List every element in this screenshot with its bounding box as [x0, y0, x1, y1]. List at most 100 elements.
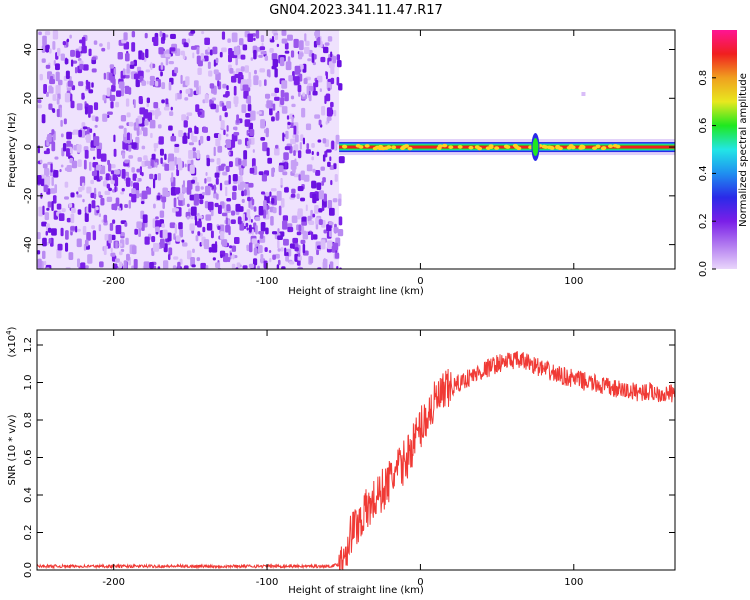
noise-cell	[274, 96, 280, 101]
noise-cell	[255, 216, 261, 222]
noise-cell	[284, 161, 287, 169]
noise-cell	[206, 176, 212, 182]
noise-cell	[153, 265, 157, 269]
noise-cell	[144, 160, 151, 167]
noise-cell	[120, 87, 125, 97]
noise-cell	[216, 157, 221, 165]
snr-scale-base: (x10	[7, 335, 18, 358]
noise-cell	[327, 87, 331, 92]
colorbar-tick-label: 0.6	[698, 118, 709, 134]
noise-cell	[221, 47, 227, 53]
noise-cell	[312, 168, 316, 173]
noise-cell	[291, 188, 296, 194]
noise-cell	[131, 245, 137, 255]
noise-cell	[278, 165, 284, 173]
noise-cell	[98, 224, 102, 232]
noise-cell	[42, 250, 46, 259]
noise-cell	[323, 229, 328, 234]
noise-cell	[83, 64, 89, 71]
noise-cell	[55, 85, 61, 95]
noise-cell	[247, 95, 252, 105]
noise-cell	[174, 223, 178, 234]
noise-cell	[292, 237, 299, 244]
noise-cell	[77, 209, 82, 215]
noise-cell	[139, 75, 144, 83]
noise-cell	[227, 38, 232, 43]
noise-cell	[146, 97, 150, 104]
noise-cell	[205, 265, 209, 269]
noise-cell	[48, 103, 53, 110]
noise-cell	[230, 252, 233, 256]
noise-cell	[290, 193, 296, 198]
noise-cell	[248, 199, 251, 208]
signal-blob	[474, 145, 480, 149]
signal-blob	[514, 145, 520, 149]
noise-cell	[110, 170, 115, 175]
noise-cell	[109, 175, 112, 181]
signal-blob	[568, 144, 574, 149]
noise-cell	[87, 254, 93, 264]
noise-cell	[281, 80, 288, 89]
noise-cell	[312, 234, 318, 240]
xtick-label: -100	[256, 276, 279, 287]
noise-cell	[181, 239, 185, 243]
noise-cell	[282, 171, 288, 176]
noise-cell	[190, 30, 196, 34]
noise-cell	[91, 115, 96, 121]
noise-cell	[336, 76, 340, 86]
noise-cell	[197, 111, 202, 115]
noise-cell	[248, 182, 254, 188]
noise-cell	[91, 82, 94, 88]
noise-cell	[185, 88, 191, 94]
noise-cell	[121, 169, 126, 179]
noise-cell	[146, 80, 149, 85]
noise-cell	[297, 84, 302, 93]
noise-cell	[44, 31, 51, 36]
noise-cell	[330, 51, 333, 58]
noise-cell	[172, 265, 177, 269]
noise-cell	[265, 192, 269, 197]
noise-cell	[251, 198, 255, 206]
noise-cell	[230, 219, 236, 224]
noise-cell	[231, 133, 238, 142]
ytick-label: 1.0	[23, 375, 34, 391]
noise-cell	[326, 149, 332, 153]
xtick-label: -200	[102, 577, 125, 588]
noise-cell	[294, 65, 301, 75]
ytick-label: 40	[23, 43, 34, 56]
noise-cell	[122, 152, 126, 159]
noise-cell	[184, 163, 187, 168]
noise-cell	[82, 126, 88, 130]
noise-cell	[207, 201, 214, 211]
noise-cell	[237, 216, 242, 225]
noise-cell	[241, 104, 247, 114]
noise-cell	[259, 68, 266, 73]
noise-cell	[57, 243, 63, 251]
noise-cell	[126, 112, 131, 118]
noise-cell	[99, 43, 103, 47]
noise-cell	[230, 139, 236, 148]
noise-cell	[284, 146, 291, 151]
noise-cell	[269, 191, 272, 197]
noise-cell	[292, 168, 296, 174]
noise-cell	[136, 168, 141, 173]
signal-blob	[364, 144, 370, 148]
noise-cell	[101, 47, 106, 52]
noise-cell	[157, 173, 161, 181]
noise-cell	[42, 237, 47, 247]
noise-cell	[327, 36, 333, 42]
noise-cell	[174, 67, 179, 74]
noise-cell	[225, 224, 231, 233]
noise-cell	[290, 50, 295, 58]
noise-cell	[265, 205, 270, 210]
noise-cell	[108, 163, 112, 172]
noise-cell	[260, 51, 267, 55]
noise-cell	[261, 174, 267, 182]
noise-cell	[43, 83, 48, 94]
noise-cell	[327, 78, 332, 82]
noise-cell	[66, 38, 70, 43]
noise-cell	[133, 259, 138, 269]
xtick-label: 100	[564, 577, 583, 588]
xtick-label: 0	[417, 577, 423, 588]
noise-cell	[78, 81, 84, 87]
